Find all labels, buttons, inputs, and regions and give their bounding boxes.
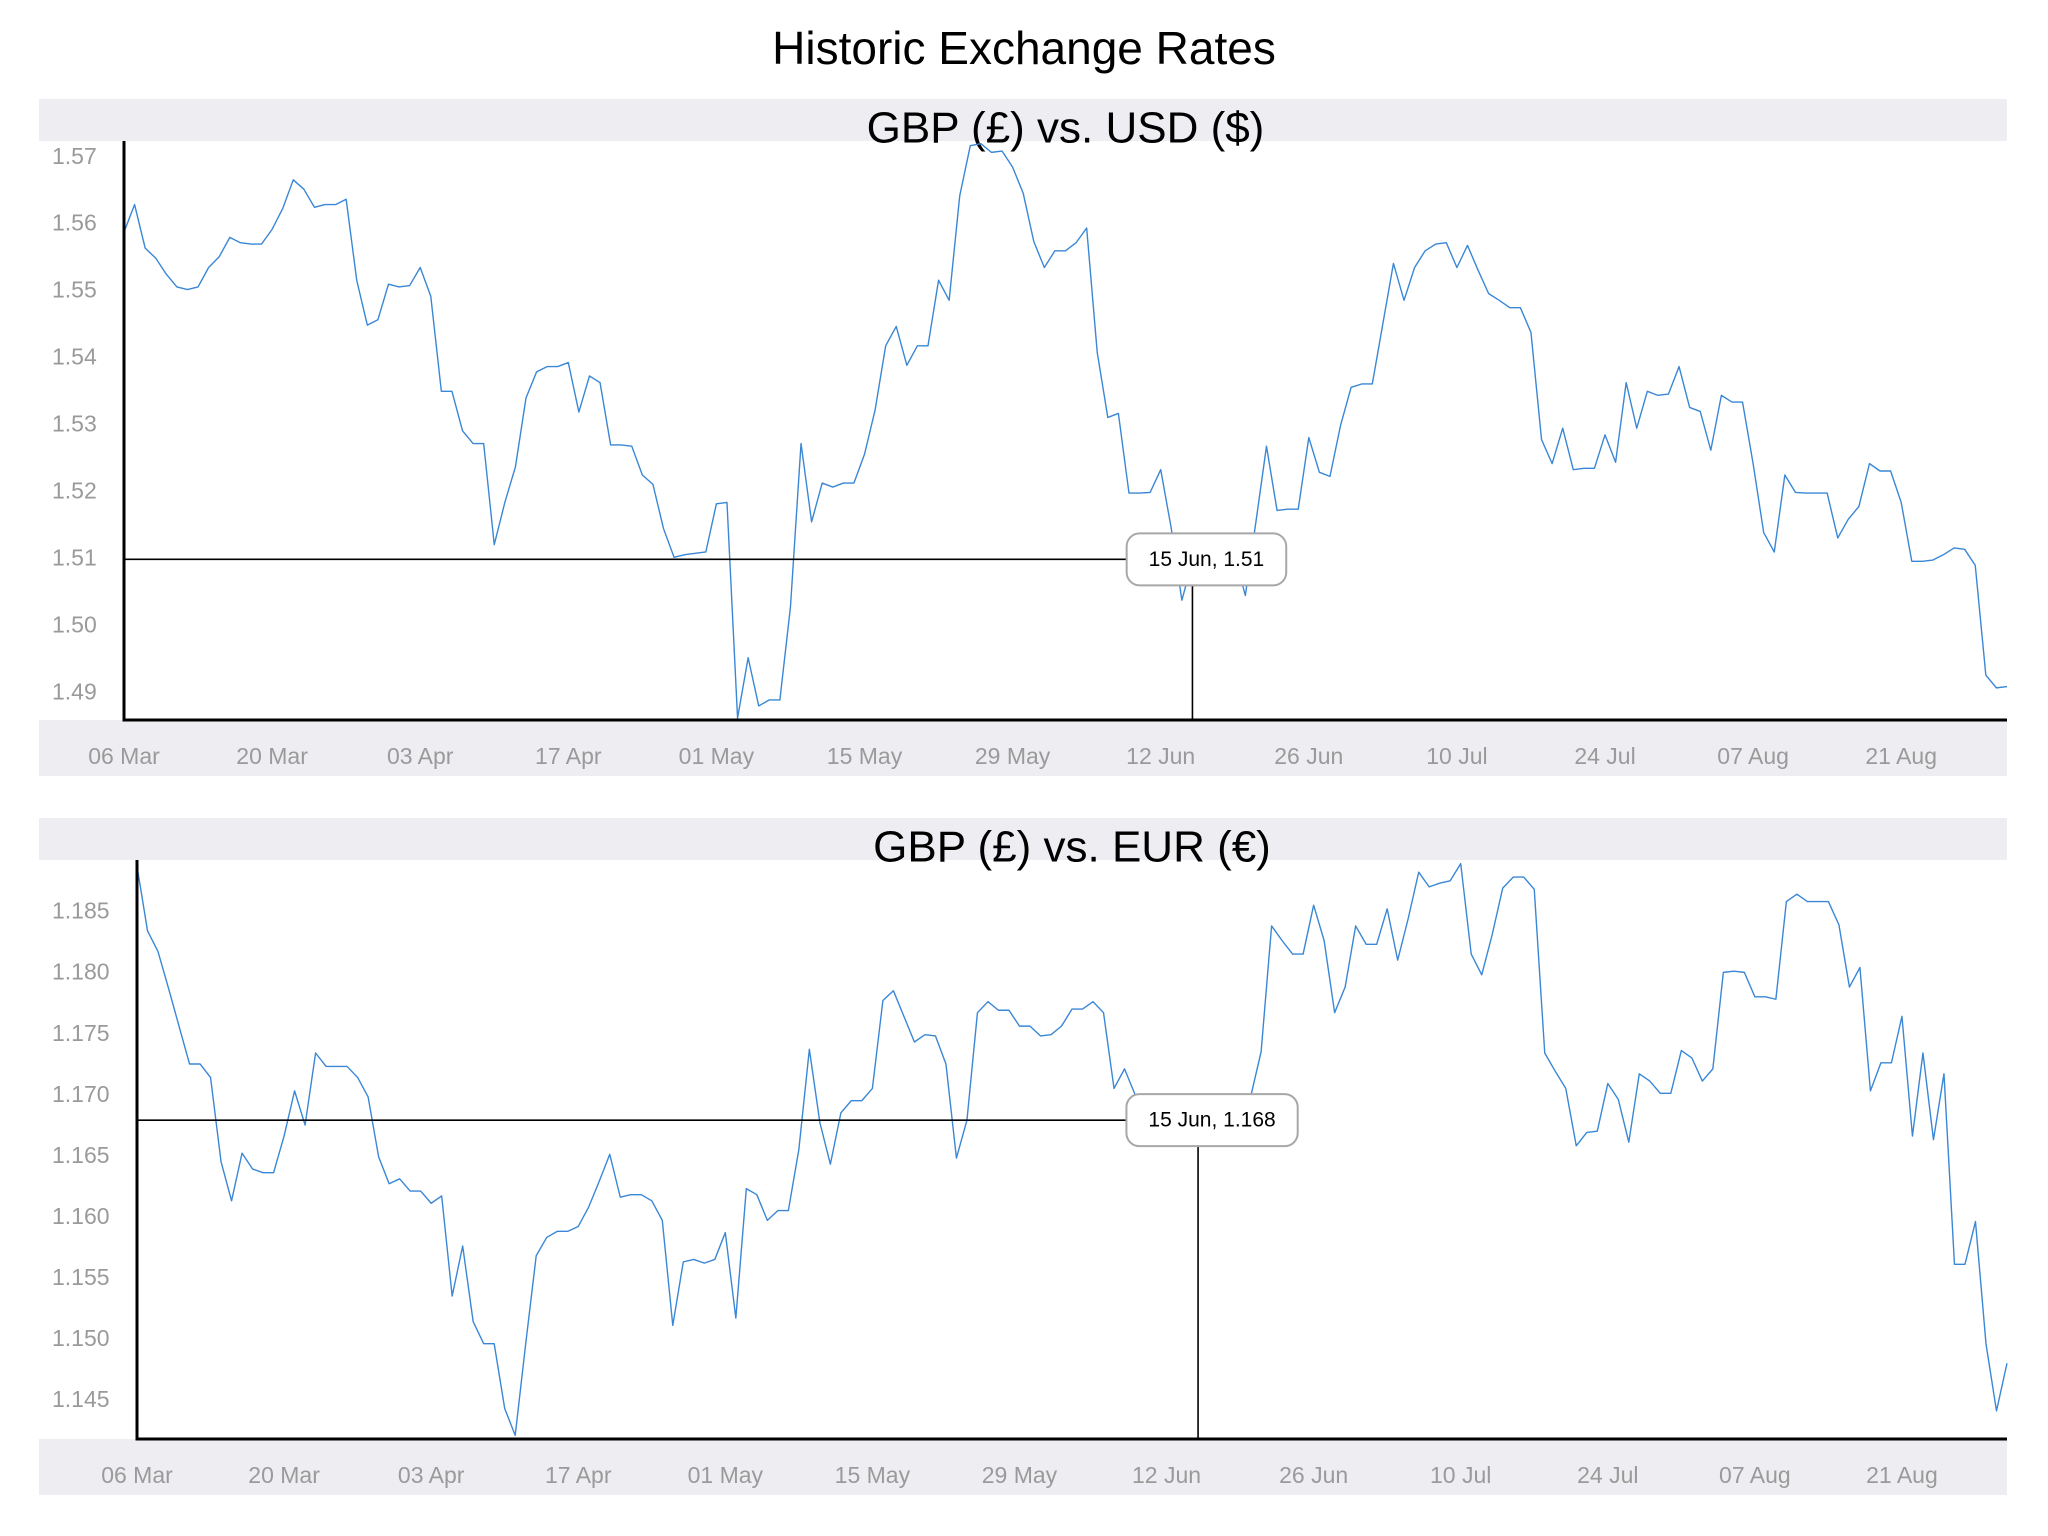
tooltip-box bbox=[1125, 532, 1288, 587]
x-tick-label: 29 May bbox=[975, 743, 1051, 769]
tooltip-box bbox=[1125, 1093, 1299, 1148]
x-tick-label: 01 May bbox=[679, 743, 755, 769]
panel-footer-band bbox=[39, 1439, 2007, 1495]
x-tick-label: 12 Jun bbox=[1132, 1462, 1201, 1488]
y-tick-label: 1.155 bbox=[52, 1264, 110, 1290]
x-tick-label: 10 Jul bbox=[1426, 743, 1487, 769]
y-tick-label: 1.52 bbox=[52, 477, 97, 503]
x-tick-label: 26 Jun bbox=[1279, 1462, 1348, 1488]
y-tick-label: 1.50 bbox=[52, 611, 97, 637]
x-tick-label: 15 May bbox=[835, 1462, 911, 1488]
data-line bbox=[136, 862, 2008, 1437]
x-tick-label: 17 Apr bbox=[535, 743, 602, 769]
x-tick-label: 10 Jul bbox=[1430, 1462, 1491, 1488]
chart-title: GBP (£) vs. EUR (€) bbox=[873, 823, 1271, 872]
y-tick-label: 1.180 bbox=[52, 959, 110, 985]
x-tick-label: 21 Aug bbox=[1866, 1462, 1938, 1488]
x-tick-label: 26 Jun bbox=[1274, 743, 1343, 769]
x-tick-label: 03 Apr bbox=[398, 1462, 465, 1488]
x-tick-label: 29 May bbox=[982, 1462, 1058, 1488]
y-tick-label: 1.53 bbox=[52, 411, 97, 437]
panel-footer-band bbox=[39, 720, 2007, 776]
panel-header-band bbox=[39, 99, 2007, 141]
page-title: Historic Exchange Rates bbox=[772, 22, 1276, 74]
panel-header-band bbox=[39, 818, 2007, 860]
x-tick-label: 21 Aug bbox=[1865, 743, 1937, 769]
y-tick-label: 1.55 bbox=[52, 277, 97, 303]
y-tick-label: 1.185 bbox=[52, 898, 110, 924]
y-tick-label: 1.170 bbox=[52, 1081, 110, 1107]
y-tick-label: 1.57 bbox=[52, 143, 97, 169]
x-tick-label: 06 Mar bbox=[88, 743, 160, 769]
data-line bbox=[123, 142, 2008, 719]
y-tick-label: 1.54 bbox=[52, 344, 97, 370]
x-tick-label: 24 Jul bbox=[1577, 1462, 1638, 1488]
tooltip-text: 15 Jun, 1.51 bbox=[1149, 548, 1265, 571]
x-tick-label: 07 Aug bbox=[1717, 743, 1789, 769]
y-tick-label: 1.51 bbox=[52, 544, 97, 570]
x-tick-label: 20 Mar bbox=[248, 1462, 320, 1488]
chart-title: GBP (£) vs. USD ($) bbox=[867, 104, 1265, 153]
x-tick-label: 01 May bbox=[688, 1462, 764, 1488]
y-tick-label: 1.56 bbox=[52, 210, 97, 236]
x-tick-label: 07 Aug bbox=[1719, 1462, 1791, 1488]
x-tick-label: 20 Mar bbox=[236, 743, 308, 769]
x-tick-label: 17 Apr bbox=[545, 1462, 612, 1488]
x-tick-label: 03 Apr bbox=[387, 743, 454, 769]
y-tick-label: 1.165 bbox=[52, 1142, 110, 1168]
y-tick-label: 1.160 bbox=[52, 1203, 110, 1229]
x-tick-label: 24 Jul bbox=[1574, 743, 1635, 769]
y-tick-label: 1.49 bbox=[52, 678, 97, 704]
x-tick-label: 15 May bbox=[827, 743, 903, 769]
y-tick-label: 1.175 bbox=[52, 1020, 110, 1046]
x-tick-label: 12 Jun bbox=[1126, 743, 1195, 769]
y-tick-label: 1.150 bbox=[52, 1325, 110, 1351]
y-tick-label: 1.145 bbox=[52, 1386, 110, 1412]
tooltip-text: 15 Jun, 1.168 bbox=[1148, 1109, 1275, 1132]
x-tick-label: 06 Mar bbox=[101, 1462, 173, 1488]
